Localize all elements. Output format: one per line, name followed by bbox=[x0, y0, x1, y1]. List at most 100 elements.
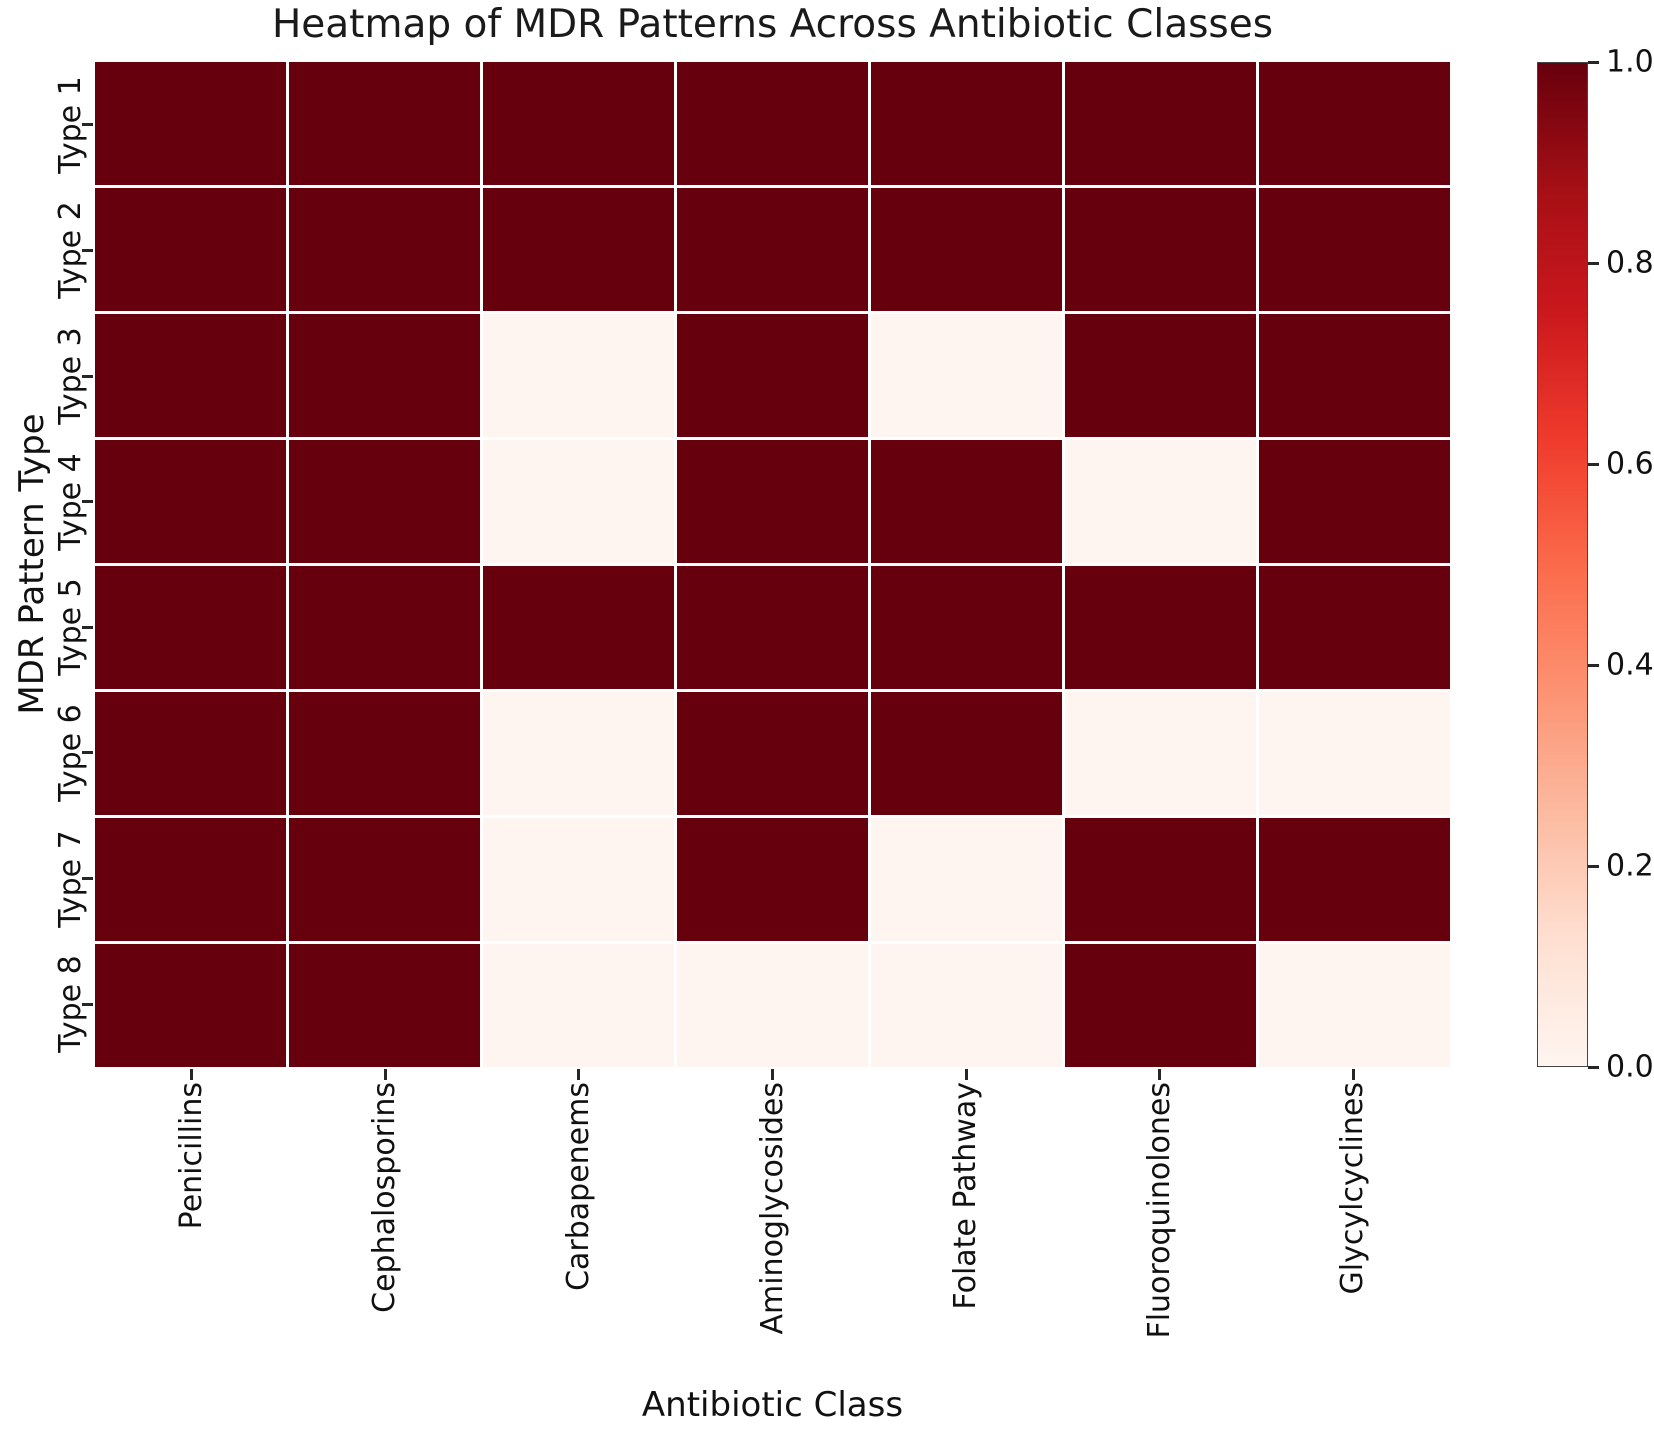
heatmap-cell bbox=[677, 944, 868, 1067]
heatmap-cell bbox=[95, 314, 286, 437]
y-axis-label: MDR Pattern Type bbox=[12, 413, 52, 715]
heatmap-cell bbox=[95, 62, 286, 185]
heatmap-cell bbox=[871, 62, 1062, 185]
colorbar bbox=[1537, 62, 1588, 1067]
colorbar-tick-label: 0.0 bbox=[1606, 1049, 1654, 1085]
colorbar-tick-label: 0.2 bbox=[1606, 848, 1654, 884]
y-tick-label: Type 5 bbox=[52, 578, 88, 677]
y-tick-mark bbox=[82, 374, 93, 378]
y-tick-mark bbox=[82, 625, 93, 629]
x-tick-label: Fluoroquinolones bbox=[1141, 1082, 1177, 1339]
heatmap-cell bbox=[1065, 62, 1256, 185]
heatmap-cell bbox=[289, 566, 480, 689]
colorbar-tick-mark bbox=[1588, 462, 1599, 466]
heatmap-cell bbox=[483, 818, 674, 941]
y-tick-label: Type 4 bbox=[52, 452, 88, 551]
x-tick-label: Penicillins bbox=[173, 1082, 209, 1230]
heatmap-cell bbox=[1065, 692, 1256, 815]
colorbar-tick-label: 0.8 bbox=[1606, 245, 1654, 281]
x-axis-label: Antibiotic Class bbox=[641, 1385, 904, 1425]
x-tick-label: Folate Pathway bbox=[948, 1082, 984, 1310]
heatmap-cell bbox=[1259, 440, 1450, 563]
y-tick-mark bbox=[82, 500, 93, 504]
heatmap-cell bbox=[289, 188, 480, 311]
x-tick-label: Cephalosporins bbox=[367, 1082, 403, 1313]
chart-title: Heatmap of MDR Patterns Across Antibioti… bbox=[271, 2, 1274, 47]
y-tick-label: Type 7 bbox=[52, 829, 88, 928]
colorbar-tick-mark bbox=[1588, 261, 1599, 265]
heatmap-cell bbox=[95, 818, 286, 941]
colorbar-tick-label: 0.4 bbox=[1606, 647, 1654, 683]
heatmap-cell bbox=[483, 692, 674, 815]
heatmap-cell bbox=[483, 566, 674, 689]
x-tick-mark bbox=[190, 1069, 194, 1080]
heatmap-cell bbox=[1259, 692, 1450, 815]
heatmap-cell bbox=[95, 566, 286, 689]
heatmap-cell bbox=[483, 188, 674, 311]
heatmap-cell bbox=[1259, 566, 1450, 689]
heatmap-cell bbox=[1065, 566, 1256, 689]
heatmap-cell bbox=[289, 944, 480, 1067]
heatmap-cell bbox=[871, 188, 1062, 311]
heatmap-cell bbox=[871, 566, 1062, 689]
y-tick-mark bbox=[82, 1002, 93, 1006]
colorbar-tick-mark bbox=[1588, 663, 1599, 667]
x-tick-mark bbox=[1158, 1069, 1162, 1080]
heatmap-cell bbox=[483, 944, 674, 1067]
heatmap-cell bbox=[483, 440, 674, 563]
heatmap-cell bbox=[1065, 440, 1256, 563]
x-tick-label: Aminoglycosides bbox=[754, 1082, 790, 1335]
y-tick-label: Type 8 bbox=[52, 955, 88, 1053]
y-tick-label: Type 6 bbox=[52, 704, 88, 802]
heatmap-cell bbox=[1259, 944, 1450, 1067]
heatmap-cell bbox=[95, 944, 286, 1067]
heatmap-cell bbox=[483, 314, 674, 437]
colorbar-tick-label: 0.6 bbox=[1606, 446, 1654, 482]
heatmap-cell bbox=[677, 692, 868, 815]
heatmap-cell bbox=[95, 692, 286, 815]
heatmap-cell bbox=[1259, 62, 1450, 185]
heatmap-cell bbox=[1259, 314, 1450, 437]
heatmap-cell bbox=[677, 566, 868, 689]
y-tick-mark bbox=[82, 248, 93, 252]
heatmap-cell bbox=[483, 62, 674, 185]
x-tick-label: Glycylcyclines bbox=[1335, 1082, 1371, 1295]
heatmap-cell bbox=[677, 62, 868, 185]
heatmap-cell bbox=[677, 440, 868, 563]
y-tick-mark bbox=[82, 751, 93, 755]
x-tick-mark bbox=[771, 1069, 774, 1080]
x-tick-mark bbox=[577, 1069, 581, 1080]
heatmap-cell bbox=[1065, 818, 1256, 941]
x-tick-mark bbox=[1351, 1069, 1355, 1080]
heatmap-cell bbox=[871, 314, 1062, 437]
heatmap-cell bbox=[95, 440, 286, 563]
heatmap-cell bbox=[677, 188, 868, 311]
y-tick-label: Type 3 bbox=[52, 327, 88, 425]
y-tick-mark bbox=[82, 123, 93, 127]
heatmap-cell bbox=[289, 692, 480, 815]
y-tick-label: Type 1 bbox=[52, 76, 88, 174]
heatmap-cell bbox=[1065, 944, 1256, 1067]
heatmap-cell bbox=[871, 818, 1062, 941]
heatmap-grid bbox=[95, 62, 1450, 1067]
heatmap-cell bbox=[1259, 188, 1450, 311]
y-tick-mark bbox=[82, 877, 93, 881]
colorbar-tick-label: 1.0 bbox=[1606, 44, 1654, 80]
x-tick-label: Carbapenems bbox=[560, 1082, 596, 1291]
colorbar-tick-mark bbox=[1588, 1065, 1599, 1069]
heatmap-cell bbox=[871, 440, 1062, 563]
heatmap-cell bbox=[289, 62, 480, 185]
x-tick-mark bbox=[383, 1069, 387, 1080]
heatmap-cell bbox=[871, 944, 1062, 1067]
heatmap-cell bbox=[289, 440, 480, 563]
heatmap-cell bbox=[289, 314, 480, 437]
y-tick-label: Type 2 bbox=[52, 201, 88, 300]
x-tick-mark bbox=[964, 1069, 968, 1080]
heatmap-cell bbox=[1259, 818, 1450, 941]
heatmap-cell bbox=[1065, 314, 1256, 437]
heatmap-cell bbox=[95, 188, 286, 311]
heatmap-cell bbox=[677, 314, 868, 437]
colorbar-tick-mark bbox=[1588, 864, 1599, 868]
colorbar-tick-mark bbox=[1588, 60, 1599, 64]
